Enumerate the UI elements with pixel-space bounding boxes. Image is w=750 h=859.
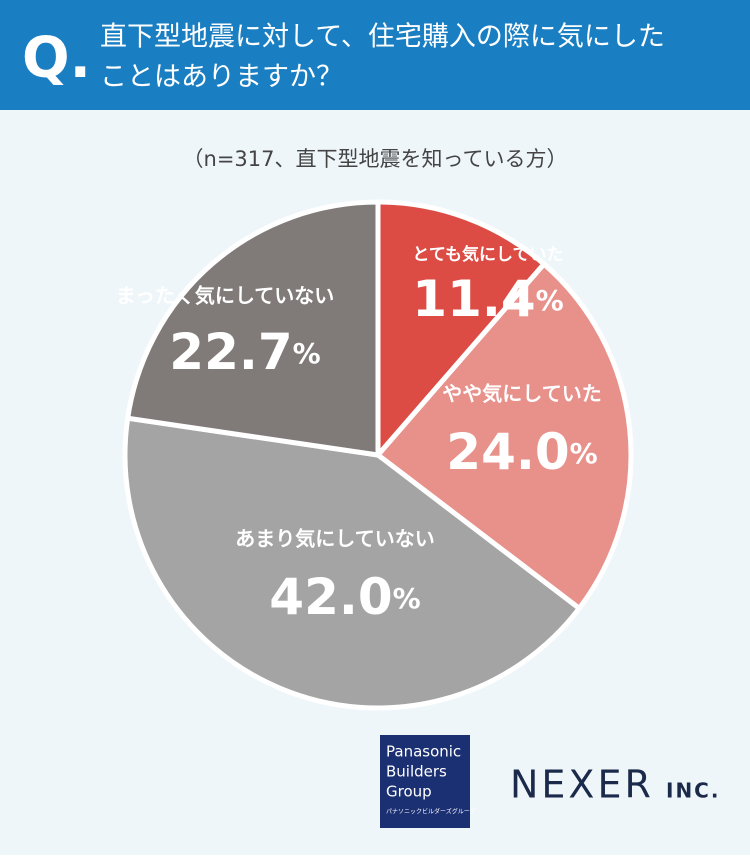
value-unit: % xyxy=(393,582,421,615)
value-label: 42.0 xyxy=(269,568,392,626)
pie xyxy=(122,199,634,711)
value-label-group: 11.4% xyxy=(412,270,563,328)
pie-slice xyxy=(122,415,582,711)
value-label: 11.4 xyxy=(412,270,535,328)
value-label-group: 24.0% xyxy=(446,423,597,481)
logo-text: Group xyxy=(386,783,432,801)
pie-slice xyxy=(375,261,634,611)
value-label-group: 22.7% xyxy=(169,323,320,381)
slice-label: あまり気にしていない xyxy=(235,527,434,551)
question-line: 直下型地震に対して、住宅購入の際に気にした xyxy=(100,22,665,53)
q-mark: Q. xyxy=(22,26,91,91)
nexer-suffix: INC. xyxy=(666,779,720,803)
pie-slice xyxy=(125,199,381,458)
header-band xyxy=(0,0,750,110)
question-line: ことはありますか？ xyxy=(100,62,343,93)
logo-text: Panasonic xyxy=(386,743,461,761)
value-label: 22.7 xyxy=(169,323,292,381)
value-unit: % xyxy=(570,437,598,470)
slice-label: とても気にしていた xyxy=(412,244,563,265)
labels: とても気にしていた 11.4% やや気にしていた 24.0% あまり気にしていない 42.… xyxy=(116,244,602,626)
nexer-logo: NEXER xyxy=(510,763,654,807)
logo-text: パナソニックビルダーズグループ xyxy=(386,808,475,816)
pie-slice xyxy=(375,199,547,458)
value-label-group: 42.0% xyxy=(269,568,420,626)
slice-label: やや気にしていた xyxy=(442,382,601,406)
slice-label: まったく気にしていない xyxy=(116,284,335,308)
value-label: 24.0 xyxy=(446,423,569,481)
value-unit: % xyxy=(293,337,321,370)
subtitle: （n=317、直下型地震を知っている方） xyxy=(183,147,568,171)
panasonic-logo xyxy=(380,735,470,828)
value-unit: % xyxy=(536,284,564,317)
logo-text: Builders xyxy=(386,763,447,781)
